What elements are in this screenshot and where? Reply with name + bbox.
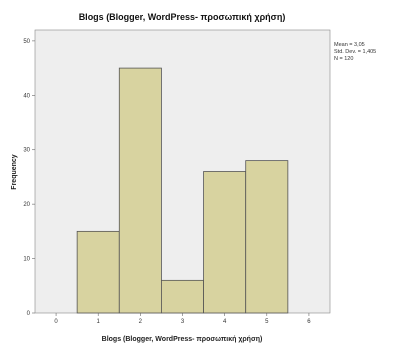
- stat-n: N = 120: [334, 56, 353, 62]
- y-axis: 0 10 20 30 40 50: [23, 39, 35, 317]
- y-tick-label: 50: [23, 39, 30, 45]
- x-axis: 0 1 2 3 4 5 6: [54, 313, 311, 325]
- bar-4: [203, 171, 247, 314]
- x-tick-label: 5: [265, 319, 269, 325]
- y-tick-label: 30: [23, 148, 30, 154]
- x-tick-label: 1: [97, 319, 101, 325]
- y-tick-label: 10: [23, 257, 30, 263]
- x-tick-label: 4: [223, 319, 227, 325]
- stat-mean: Mean = 3,05: [334, 42, 365, 48]
- y-tick-label: 20: [23, 202, 30, 208]
- bars: [76, 67, 289, 314]
- x-tick-label: 0: [54, 319, 58, 325]
- bar-5: [245, 160, 289, 314]
- y-tick-label: 0: [27, 311, 31, 317]
- x-tick-label: 3: [181, 319, 185, 325]
- bar-2: [118, 67, 162, 314]
- x-tick-label: 2: [139, 319, 143, 325]
- stats-box: Mean = 3,05 Std. Dev. = 1,405 N = 120: [334, 42, 376, 62]
- bar-3: [161, 279, 204, 314]
- y-tick-label: 40: [23, 93, 30, 99]
- x-tick-label: 6: [307, 319, 311, 325]
- chart-title: Blogs (Blogger, WordPress- προσωπική χρή…: [79, 12, 286, 22]
- y-axis-title: Frequency: [11, 154, 18, 190]
- stat-std-dev: Std. Dev. = 1,405: [334, 49, 376, 55]
- x-axis-title: Blogs (Blogger, WordPress- προσωπική χρή…: [102, 336, 263, 343]
- bar-1: [76, 230, 120, 314]
